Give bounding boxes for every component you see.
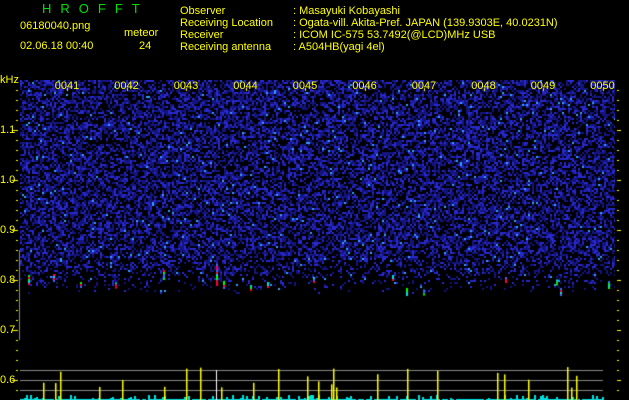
freq-label: 0.7 bbox=[0, 324, 16, 336]
freq-label: 1.1 bbox=[0, 124, 16, 136]
freq-label: 0.8 bbox=[0, 274, 16, 286]
time-label: 0048 bbox=[471, 80, 496, 92]
meteor-label: meteor bbox=[124, 27, 159, 39]
datetime: 02.06.18 00:40 bbox=[20, 40, 94, 52]
info-label-location: Receiving Location bbox=[180, 17, 273, 29]
info-value-observer: : Masayuki Kobayashi bbox=[293, 5, 400, 17]
file-name: 06180040.png bbox=[20, 20, 91, 32]
spectrogram bbox=[20, 80, 615, 400]
meteor-count: 24 bbox=[139, 40, 152, 52]
time-label: 0042 bbox=[114, 80, 139, 92]
app-title: HROFFT bbox=[42, 1, 149, 16]
freq-label: 1.0 bbox=[0, 174, 16, 186]
info-value-location: : Ogata-vill. Akita-Pref. JAPAN (139.930… bbox=[293, 17, 558, 29]
time-label: 0050 bbox=[590, 80, 615, 92]
time-label: 0049 bbox=[530, 80, 556, 92]
freq-label: 0.6 bbox=[0, 374, 16, 386]
time-label: 0043 bbox=[173, 80, 199, 92]
info-label-antenna: Receiving antenna bbox=[180, 41, 272, 53]
time-label: 0045 bbox=[292, 80, 318, 92]
info-label-observer: Observer bbox=[180, 5, 226, 17]
time-label: 0044 bbox=[233, 80, 258, 92]
info-value-receiver: : ICOM IC-575 53.7492(@LCD)MHz USB bbox=[293, 29, 496, 41]
info-label-receiver: Receiver bbox=[180, 29, 224, 41]
time-label: 0047 bbox=[411, 80, 437, 92]
freq-label: 0.9 bbox=[0, 224, 16, 236]
info-value-antenna: : A504HB(yagi 4el) bbox=[293, 41, 385, 53]
time-label: 0041 bbox=[54, 80, 80, 92]
time-label: 0046 bbox=[352, 80, 377, 92]
freq-unit: kHz bbox=[0, 74, 19, 86]
